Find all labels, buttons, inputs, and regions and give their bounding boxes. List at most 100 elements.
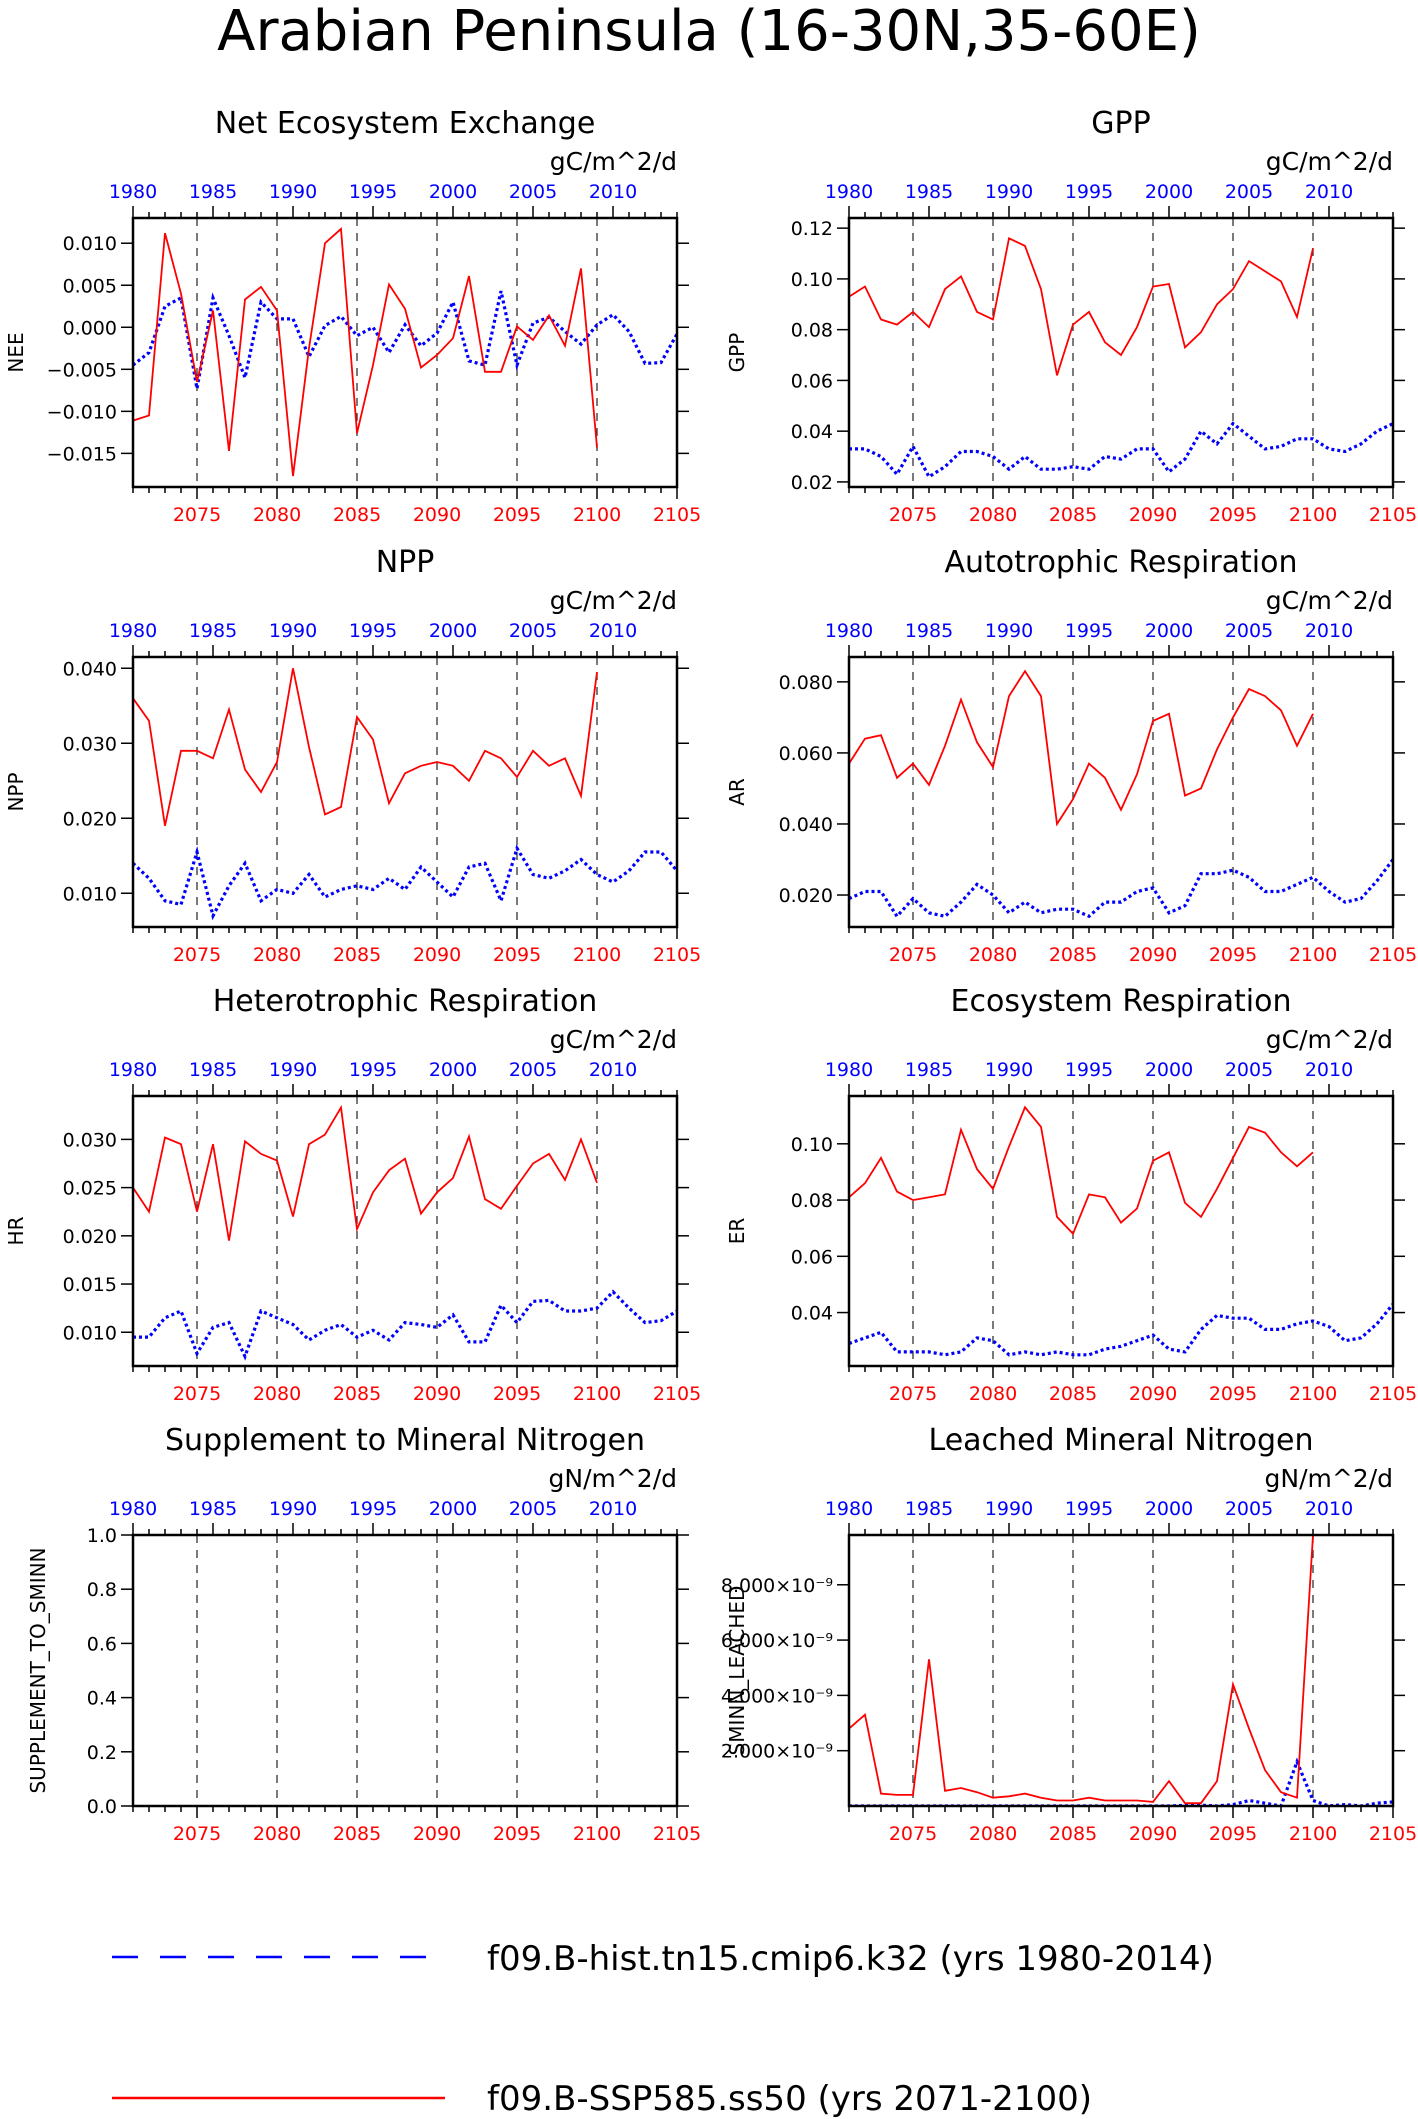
units-label: gN/m^2/d bbox=[1265, 1464, 1394, 1493]
bottom-x-tick-label: 2080 bbox=[253, 944, 301, 966]
bottom-x-tick-label: 2090 bbox=[413, 944, 461, 966]
series-line-ssp585 bbox=[849, 669, 1314, 827]
bottom-x-tick-label: 2095 bbox=[493, 1823, 541, 1845]
top-x-tick-label: 1985 bbox=[189, 1059, 237, 1081]
bottom-x-tick-label: 2095 bbox=[1209, 504, 1257, 526]
y-tick-label: 0.02 bbox=[791, 472, 833, 494]
panel-title: Heterotrophic Respiration bbox=[213, 984, 598, 1019]
bottom-x-tick-label: 2105 bbox=[653, 944, 701, 966]
y-tick-label: 0.010 bbox=[63, 233, 117, 255]
plot-frame bbox=[131, 1094, 679, 1368]
bottom-x-tick-label: 2105 bbox=[653, 1383, 701, 1405]
y-axis-label: ER bbox=[725, 1218, 749, 1245]
top-x-tick-label: 1985 bbox=[189, 620, 237, 642]
y-tick-label: −0.015 bbox=[47, 443, 117, 465]
top-x-tick-label: 2010 bbox=[589, 1059, 637, 1081]
y-tick-label: 0.04 bbox=[791, 421, 833, 443]
top-x-tick-label: 1990 bbox=[985, 1059, 1033, 1081]
bottom-x-tick-label: 2095 bbox=[493, 1383, 541, 1405]
bottom-x-tick-label: 2085 bbox=[1049, 504, 1097, 526]
panel-title: GPP bbox=[1091, 106, 1150, 141]
bottom-x-tick-label: 2075 bbox=[173, 944, 221, 966]
bottom-x-tick-label: 2090 bbox=[1129, 1823, 1177, 1845]
top-x-tick-label: 1980 bbox=[109, 620, 157, 642]
units-label: gC/m^2/d bbox=[1266, 586, 1393, 615]
top-x-tick-label: 1990 bbox=[269, 1498, 317, 1520]
top-x-tick-label: 2000 bbox=[1145, 1059, 1193, 1081]
panel-2: GPP gC/m^2/d 2075 2080 2085 2090 2095 2100 2105 1… bbox=[725, 106, 1417, 526]
top-x-tick-label: 2010 bbox=[1305, 181, 1353, 203]
bottom-x-tick-label: 2080 bbox=[253, 1823, 301, 1845]
top-x-tick-label: 2010 bbox=[1305, 1059, 1353, 1081]
y-axis-label: NEE bbox=[4, 332, 28, 372]
y-axis-label: SUPPLEMENT_TO_SMINN bbox=[26, 1547, 50, 1793]
bottom-x-tick-label: 2085 bbox=[1049, 1383, 1097, 1405]
bottom-x-tick-label: 2075 bbox=[889, 1383, 937, 1405]
y-tick-label: 0.080 bbox=[779, 672, 833, 694]
bottom-x-tick-label: 2105 bbox=[1369, 944, 1417, 966]
top-x-tick-label: 1985 bbox=[905, 620, 953, 642]
series-line-ssp585 bbox=[133, 1104, 598, 1241]
top-x-tick-label: 1980 bbox=[825, 181, 873, 203]
y-tick-label: 0.6 bbox=[87, 1633, 117, 1655]
y-tick-label: 0.005 bbox=[63, 275, 117, 297]
top-x-tick-label: 1980 bbox=[825, 1059, 873, 1081]
top-x-tick-label: 1990 bbox=[269, 1059, 317, 1081]
bottom-x-tick-label: 2095 bbox=[493, 504, 541, 526]
plot-frame bbox=[131, 655, 679, 929]
y-tick-label: 2.000×10⁻⁹ bbox=[721, 1741, 833, 1763]
panel-5: Heterotrophic Respiration gC/m^2/d 2075 208… bbox=[4, 984, 701, 1405]
y-axis-label: HR bbox=[4, 1216, 28, 1245]
series-line-hist bbox=[133, 844, 677, 921]
y-tick-label: 0.015 bbox=[63, 1274, 117, 1296]
top-x-tick-label: 2000 bbox=[1145, 620, 1193, 642]
bottom-x-tick-label: 2095 bbox=[1209, 1383, 1257, 1405]
y-tick-label: 0.020 bbox=[779, 885, 833, 907]
panel-1: Net Ecosystem Exchange gC/m^2/d 2075 2080 20… bbox=[4, 106, 701, 526]
bottom-x-tick-label: 2075 bbox=[173, 1823, 221, 1845]
y-axis-label: GPP bbox=[725, 333, 749, 373]
bottom-x-tick-label: 2100 bbox=[1289, 944, 1337, 966]
top-x-tick-label: 2005 bbox=[509, 620, 557, 642]
top-x-tick-label: 1995 bbox=[1065, 181, 1113, 203]
bottom-x-tick-label: 2095 bbox=[1209, 944, 1257, 966]
y-tick-label: −0.010 bbox=[47, 401, 117, 423]
bottom-x-tick-label: 2105 bbox=[1369, 1823, 1417, 1845]
bottom-x-tick-label: 2085 bbox=[333, 944, 381, 966]
top-x-tick-label: 1985 bbox=[905, 1498, 953, 1520]
plot-frame bbox=[847, 1533, 1395, 1808]
panel-title: Autotrophic Respiration bbox=[944, 545, 1297, 580]
top-x-tick-label: 2005 bbox=[509, 1059, 557, 1081]
top-x-tick-label: 1990 bbox=[269, 620, 317, 642]
top-x-tick-label: 1985 bbox=[905, 1059, 953, 1081]
top-x-tick-label: 1980 bbox=[825, 620, 873, 642]
y-axis-label: NPP bbox=[4, 772, 28, 811]
y-tick-label: 0.000 bbox=[63, 317, 117, 339]
y-tick-label: 0.06 bbox=[791, 370, 833, 392]
top-x-tick-label: 1985 bbox=[189, 1498, 237, 1520]
panel-title: Leached Mineral Nitrogen bbox=[929, 1423, 1314, 1458]
series-line-hist bbox=[849, 1757, 1393, 1807]
bottom-x-tick-label: 2080 bbox=[969, 1383, 1017, 1405]
bottom-x-tick-label: 2090 bbox=[1129, 504, 1177, 526]
y-tick-label: 0.020 bbox=[63, 808, 117, 830]
top-x-tick-label: 2010 bbox=[589, 181, 637, 203]
bottom-x-tick-label: 2105 bbox=[1369, 504, 1417, 526]
series-line-hist bbox=[133, 290, 677, 389]
y-tick-label: 6.000×10⁻⁹ bbox=[721, 1630, 833, 1652]
legend: f09.B-hist.tn15.cmip6.k32 (yrs 1980-2014… bbox=[112, 1939, 1214, 2119]
bottom-x-tick-label: 2095 bbox=[493, 944, 541, 966]
top-x-tick-label: 1995 bbox=[349, 1059, 397, 1081]
top-x-tick-label: 2005 bbox=[1225, 620, 1273, 642]
top-x-tick-label: 2005 bbox=[509, 181, 557, 203]
series-line-hist bbox=[133, 1289, 677, 1361]
top-x-tick-label: 1985 bbox=[189, 181, 237, 203]
bottom-x-tick-label: 2105 bbox=[653, 504, 701, 526]
y-tick-label: −0.005 bbox=[47, 359, 117, 381]
top-x-tick-label: 1990 bbox=[269, 181, 317, 203]
bottom-x-tick-label: 2075 bbox=[889, 944, 937, 966]
bottom-x-tick-label: 2080 bbox=[969, 504, 1017, 526]
y-tick-label: 0.12 bbox=[791, 218, 833, 240]
units-label: gC/m^2/d bbox=[550, 1025, 677, 1054]
panel-7: Supplement to Mineral Nitrogen gN/m^2/d 20… bbox=[26, 1423, 701, 1845]
